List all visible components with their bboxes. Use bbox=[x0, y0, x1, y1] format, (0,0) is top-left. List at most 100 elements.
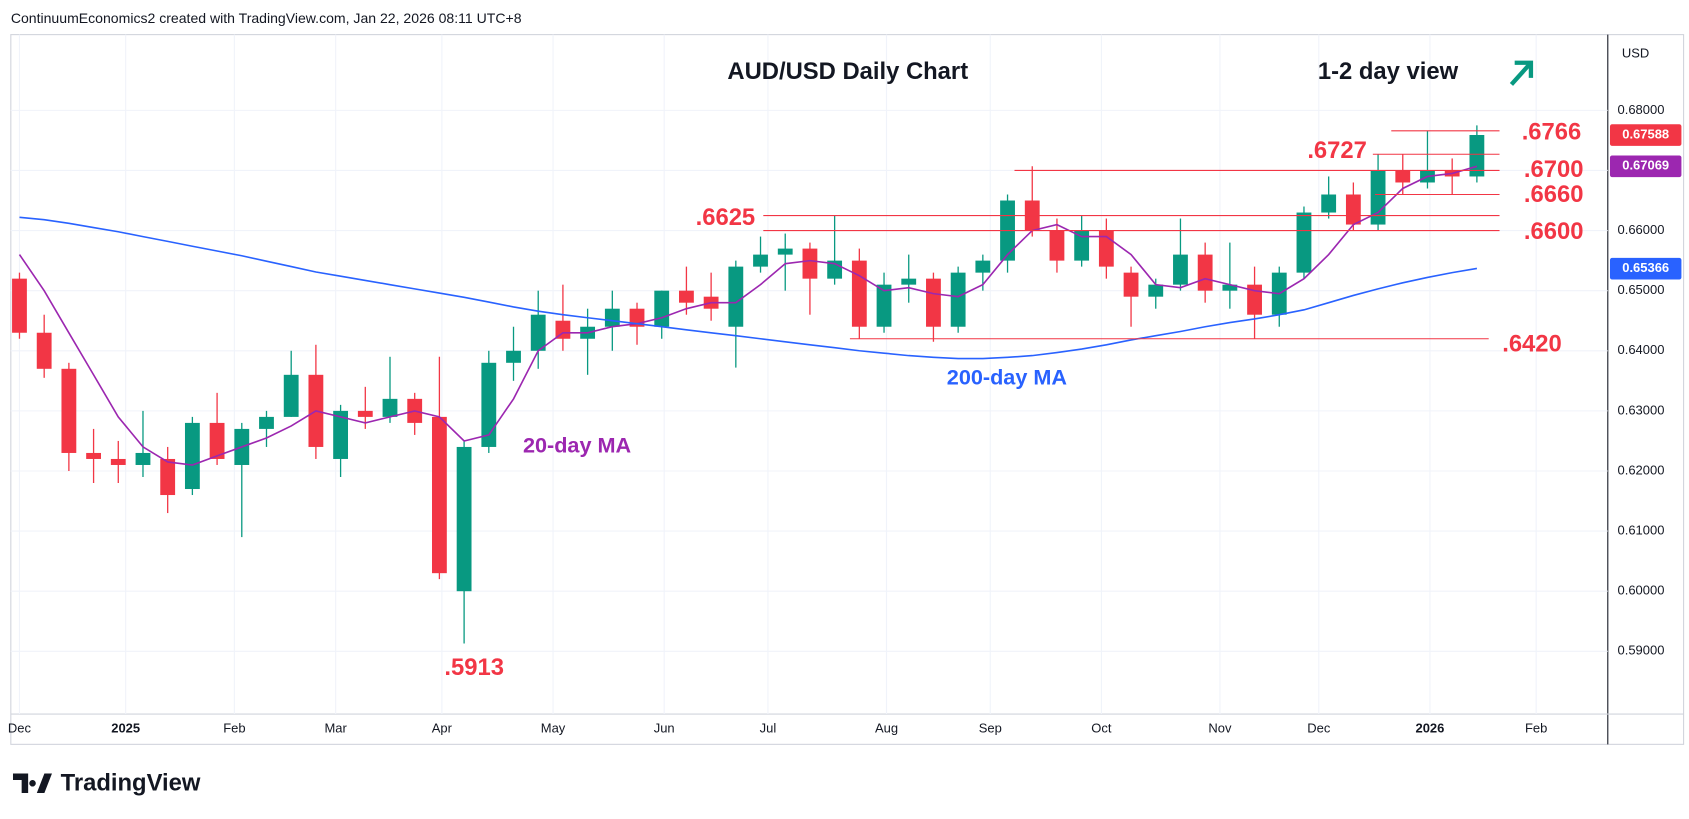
level-label: .5913 bbox=[444, 654, 504, 681]
y-tick-label: 0.64000 bbox=[1618, 342, 1665, 357]
y-tick-label: 0.62000 bbox=[1618, 462, 1665, 477]
x-tick-label: Oct bbox=[1091, 721, 1112, 736]
x-tick-label: Feb bbox=[1525, 721, 1547, 736]
candle-body bbox=[209, 422, 225, 459]
series-label: 20-day MA bbox=[523, 433, 632, 458]
y-tick-label: 0.61000 bbox=[1618, 523, 1665, 538]
price-tag bbox=[1609, 257, 1682, 280]
candle-body bbox=[1296, 212, 1312, 273]
logo-text: TradingView bbox=[61, 770, 201, 797]
candle-body bbox=[1049, 230, 1065, 261]
logo-icon bbox=[12, 773, 52, 794]
level-label: .6660 bbox=[1524, 181, 1584, 208]
candle-body bbox=[1148, 284, 1164, 297]
candle-body bbox=[604, 308, 620, 327]
price-tag-label: 0.67069 bbox=[1622, 158, 1669, 173]
candle-body bbox=[110, 458, 126, 465]
candle-body bbox=[1123, 272, 1139, 297]
price-tag bbox=[1609, 155, 1682, 178]
logo: TradingView bbox=[12, 770, 201, 797]
x-tick-label: Dec bbox=[1307, 721, 1331, 736]
candle-body bbox=[506, 350, 521, 363]
candle-body bbox=[1197, 254, 1213, 291]
moving-average bbox=[19, 216, 1478, 360]
candle-body bbox=[851, 260, 867, 327]
arrow-shaft bbox=[1509, 61, 1533, 86]
candle-body bbox=[975, 260, 991, 273]
x-tick-label: Sep bbox=[979, 721, 1002, 736]
up-arrow bbox=[1509, 60, 1534, 86]
candle-body bbox=[333, 410, 349, 459]
candle-body bbox=[357, 410, 373, 417]
x-tick-label: 2026 bbox=[1416, 721, 1445, 736]
candle-body bbox=[184, 422, 200, 490]
currency: USD bbox=[1622, 46, 1649, 61]
y-tick-label: 0.63000 bbox=[1618, 402, 1665, 417]
header: ContinuumEconomics2 created with Trading… bbox=[11, 10, 522, 26]
candle-body bbox=[679, 290, 694, 303]
candle-body bbox=[481, 362, 497, 447]
candle-body bbox=[1395, 170, 1411, 183]
candle-body bbox=[160, 458, 176, 496]
candle-body bbox=[431, 416, 447, 574]
candle-body bbox=[1247, 284, 1262, 315]
candle-body bbox=[36, 332, 52, 369]
x-tick-label: 2025 bbox=[111, 721, 140, 736]
price-tag bbox=[1609, 124, 1682, 146]
x-tick-label: Apr bbox=[432, 721, 453, 736]
x-tick-label: Dec bbox=[8, 721, 32, 736]
candle-body bbox=[1370, 170, 1386, 225]
chart-title: AUD/USD Daily Chart bbox=[727, 58, 968, 85]
x-tick-label: Mar bbox=[324, 721, 347, 736]
marks bbox=[12, 125, 1500, 644]
candle-body bbox=[802, 248, 818, 279]
x-tick-label: Jun bbox=[654, 721, 675, 736]
candle-body bbox=[950, 272, 966, 327]
candle-body bbox=[753, 254, 768, 267]
candle-body bbox=[1074, 230, 1090, 261]
y-tick-label: 0.60000 bbox=[1618, 583, 1665, 598]
level-label: .6625 bbox=[696, 204, 756, 231]
frame bbox=[10, 34, 1685, 745]
level-label: .6600 bbox=[1524, 218, 1584, 245]
candle-body bbox=[259, 416, 274, 429]
view-label: 1-2 day view bbox=[1318, 58, 1459, 85]
moving-average bbox=[18, 165, 1478, 466]
candle-body bbox=[1173, 254, 1188, 285]
level-label: .6420 bbox=[1502, 330, 1562, 357]
candle-body bbox=[901, 278, 917, 285]
candle-body bbox=[382, 398, 398, 417]
level-label: .6727 bbox=[1307, 137, 1367, 164]
candle-body bbox=[61, 368, 77, 453]
level-label: .6766 bbox=[1522, 118, 1582, 145]
candle-body bbox=[777, 248, 793, 255]
x-tick-label: Feb bbox=[223, 721, 245, 736]
x-tick-label: Nov bbox=[1208, 721, 1232, 736]
candle-body bbox=[530, 314, 546, 351]
y-tick-label: 0.68000 bbox=[1618, 102, 1665, 117]
candle-body bbox=[1345, 194, 1361, 225]
x-tick-label: Aug bbox=[875, 721, 898, 736]
candle-body bbox=[1321, 194, 1337, 213]
series-label: 200-day MA bbox=[947, 364, 1068, 389]
level-label: .6700 bbox=[1524, 156, 1584, 183]
candle-body bbox=[283, 374, 299, 417]
candle-body bbox=[728, 266, 744, 327]
candle-body bbox=[86, 452, 101, 459]
y-tick-label: 0.65000 bbox=[1618, 282, 1665, 297]
candle-body bbox=[926, 278, 941, 327]
arrow-head bbox=[1514, 60, 1534, 78]
x-tick-label: May bbox=[541, 721, 566, 736]
candle-body bbox=[1469, 134, 1485, 177]
candle-body bbox=[12, 278, 27, 333]
y-tick-label: 0.59000 bbox=[1618, 643, 1665, 658]
x-tick-label: Jul bbox=[760, 721, 777, 736]
candle-body bbox=[1222, 284, 1238, 291]
y-tick-label: 0.66000 bbox=[1618, 222, 1665, 237]
candle-body bbox=[456, 446, 472, 592]
candle-body bbox=[135, 452, 151, 465]
price-tag-label: 0.65366 bbox=[1622, 260, 1669, 275]
